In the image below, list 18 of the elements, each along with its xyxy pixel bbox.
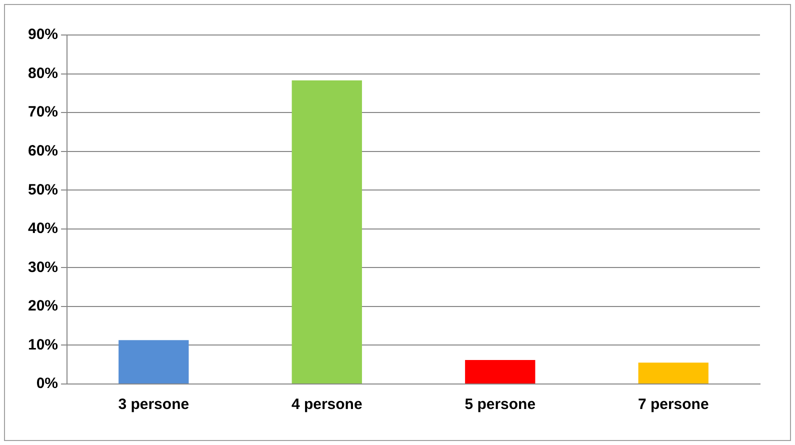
y-tick-label: 20% xyxy=(28,298,58,315)
y-tick-label: 30% xyxy=(28,258,58,276)
bar xyxy=(465,360,536,384)
y-tick-label: 50% xyxy=(28,181,58,198)
y-tick-label: 80% xyxy=(28,64,58,82)
y-tick-label: 60% xyxy=(28,142,58,160)
y-tick-label: 10% xyxy=(28,336,58,354)
y-tick-label: 70% xyxy=(28,104,58,121)
y-tick-label: 40% xyxy=(28,220,58,238)
x-tick-label: 7 persone xyxy=(638,396,709,414)
y-tick-label: 90% xyxy=(28,26,58,44)
bar xyxy=(292,80,362,384)
x-tick-label: 5 persone xyxy=(464,396,536,414)
bar xyxy=(118,340,189,384)
x-tick-label: 3 persone xyxy=(118,396,190,414)
y-tick-label: 0% xyxy=(36,375,58,392)
x-tick-label: 4 persone xyxy=(291,396,362,414)
bar xyxy=(638,362,708,384)
